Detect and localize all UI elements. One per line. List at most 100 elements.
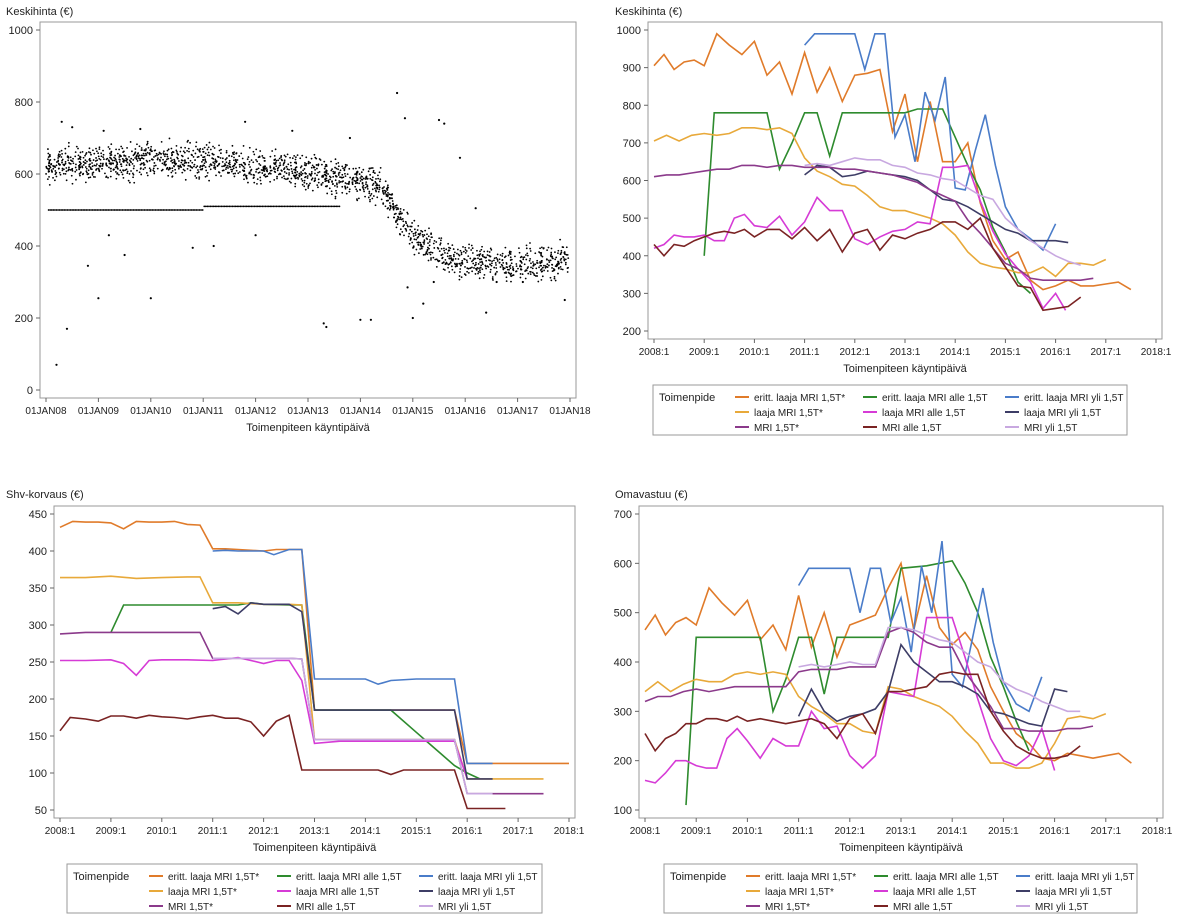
- scatter-point: [103, 158, 105, 161]
- scatter-point: [550, 247, 553, 250]
- scatter-point: [221, 157, 224, 160]
- x-tick-label: 2008:1: [639, 347, 670, 358]
- scatter-point: [351, 178, 354, 181]
- scatter-point: [58, 155, 61, 158]
- scatter-point: [182, 150, 185, 153]
- x-tick-label: 01JAN14: [340, 406, 382, 417]
- scatter-point: [129, 160, 132, 163]
- x-tick-label: 2013:1: [299, 826, 330, 837]
- scatter-point: [146, 174, 149, 177]
- scatter-point: [286, 205, 289, 208]
- scatter-point: [250, 159, 253, 162]
- scatter-point: [215, 205, 218, 208]
- scatter-point: [234, 160, 237, 163]
- scatter-point: [358, 173, 361, 175]
- scatter-point: [273, 166, 275, 169]
- scatter-point: [212, 153, 215, 156]
- scatter-point: [510, 280, 512, 283]
- scatter-point: [456, 262, 458, 265]
- scatter-point: [272, 205, 275, 208]
- scatter-point: [482, 255, 484, 258]
- scatter-point: [197, 171, 200, 173]
- scatter-point: [140, 154, 143, 157]
- scatter-point: [162, 158, 164, 161]
- scatter-point: [327, 173, 329, 175]
- scatter-point: [269, 166, 272, 169]
- scatter-point: [324, 205, 327, 208]
- scatter-point: [489, 268, 492, 271]
- scatter-point: [530, 262, 532, 265]
- scatter-point: [101, 163, 104, 166]
- scatter-point: [151, 158, 154, 161]
- scatter-point: [485, 256, 487, 259]
- scatter-point: [446, 252, 449, 255]
- scatter-point: [181, 155, 184, 158]
- scatter-point: [180, 146, 182, 149]
- scatter-point: [163, 161, 166, 163]
- scatter-point: [123, 253, 126, 257]
- scatter-point: [88, 165, 91, 168]
- scatter-point: [78, 168, 81, 171]
- scatter-point: [275, 159, 278, 162]
- scatter-point: [132, 158, 135, 161]
- scatter-point: [478, 258, 481, 261]
- scatter-point: [255, 158, 257, 161]
- scatter-point: [259, 205, 262, 208]
- scatter-point: [428, 244, 431, 247]
- scatter-point: [311, 205, 314, 208]
- scatter-point: [186, 150, 189, 152]
- scatter-point: [282, 162, 285, 165]
- scatter-point: [52, 176, 54, 179]
- scatter-point: [561, 268, 564, 271]
- scatter-point: [143, 163, 146, 166]
- scatter-point: [354, 185, 357, 188]
- scatter-point: [374, 180, 377, 183]
- scatter-point: [411, 222, 414, 224]
- scatter-point: [267, 173, 270, 175]
- y-tick-label: 800: [15, 97, 33, 109]
- scatter-point: [264, 205, 267, 208]
- scatter-point: [116, 209, 119, 211]
- chart-4: Omavastuu (€)1002003004005006007002008:1…: [614, 489, 1173, 914]
- scatter-point: [64, 152, 67, 155]
- scatter-point: [520, 265, 523, 268]
- scatter-point: [204, 175, 207, 178]
- y-tick-label: 600: [15, 169, 33, 181]
- scatter-point: [397, 215, 399, 218]
- scatter-point: [115, 209, 118, 211]
- scatter-point: [492, 279, 494, 281]
- scatter-point: [330, 160, 332, 163]
- scatter-point: [407, 235, 410, 238]
- scatter-point: [344, 166, 346, 169]
- scatter-point: [365, 181, 368, 183]
- scatter-point: [74, 151, 77, 154]
- scatter-point: [294, 171, 296, 174]
- scatter-point: [376, 186, 379, 189]
- scatter-point: [290, 164, 292, 167]
- scatter-point: [438, 250, 441, 253]
- scatter-point: [284, 155, 287, 158]
- scatter-point: [489, 247, 492, 250]
- scatter-point: [426, 250, 429, 252]
- scatter-point: [206, 174, 208, 177]
- scatter-point: [127, 209, 130, 211]
- legend-label: eritt. laaja MRI yli 1,5T: [1024, 393, 1123, 404]
- scatter-point: [212, 145, 214, 148]
- scatter-point: [317, 186, 319, 189]
- scatter-point: [99, 209, 102, 211]
- scatter-point: [471, 260, 473, 263]
- scatter-point: [102, 209, 105, 211]
- scatter-point: [136, 169, 138, 172]
- scatter-point: [280, 205, 283, 208]
- scatter-point: [325, 163, 327, 166]
- y-axis-title: Keskihinta (€): [6, 6, 73, 18]
- scatter-point: [433, 247, 436, 249]
- scatter-point: [67, 159, 70, 162]
- series-line: [797, 540, 1043, 713]
- scatter-point: [422, 302, 425, 305]
- scatter-point: [233, 205, 236, 208]
- scatter-point: [432, 256, 435, 259]
- scatter-point: [467, 271, 470, 274]
- scatter-point: [156, 167, 159, 170]
- scatter-point: [259, 176, 262, 179]
